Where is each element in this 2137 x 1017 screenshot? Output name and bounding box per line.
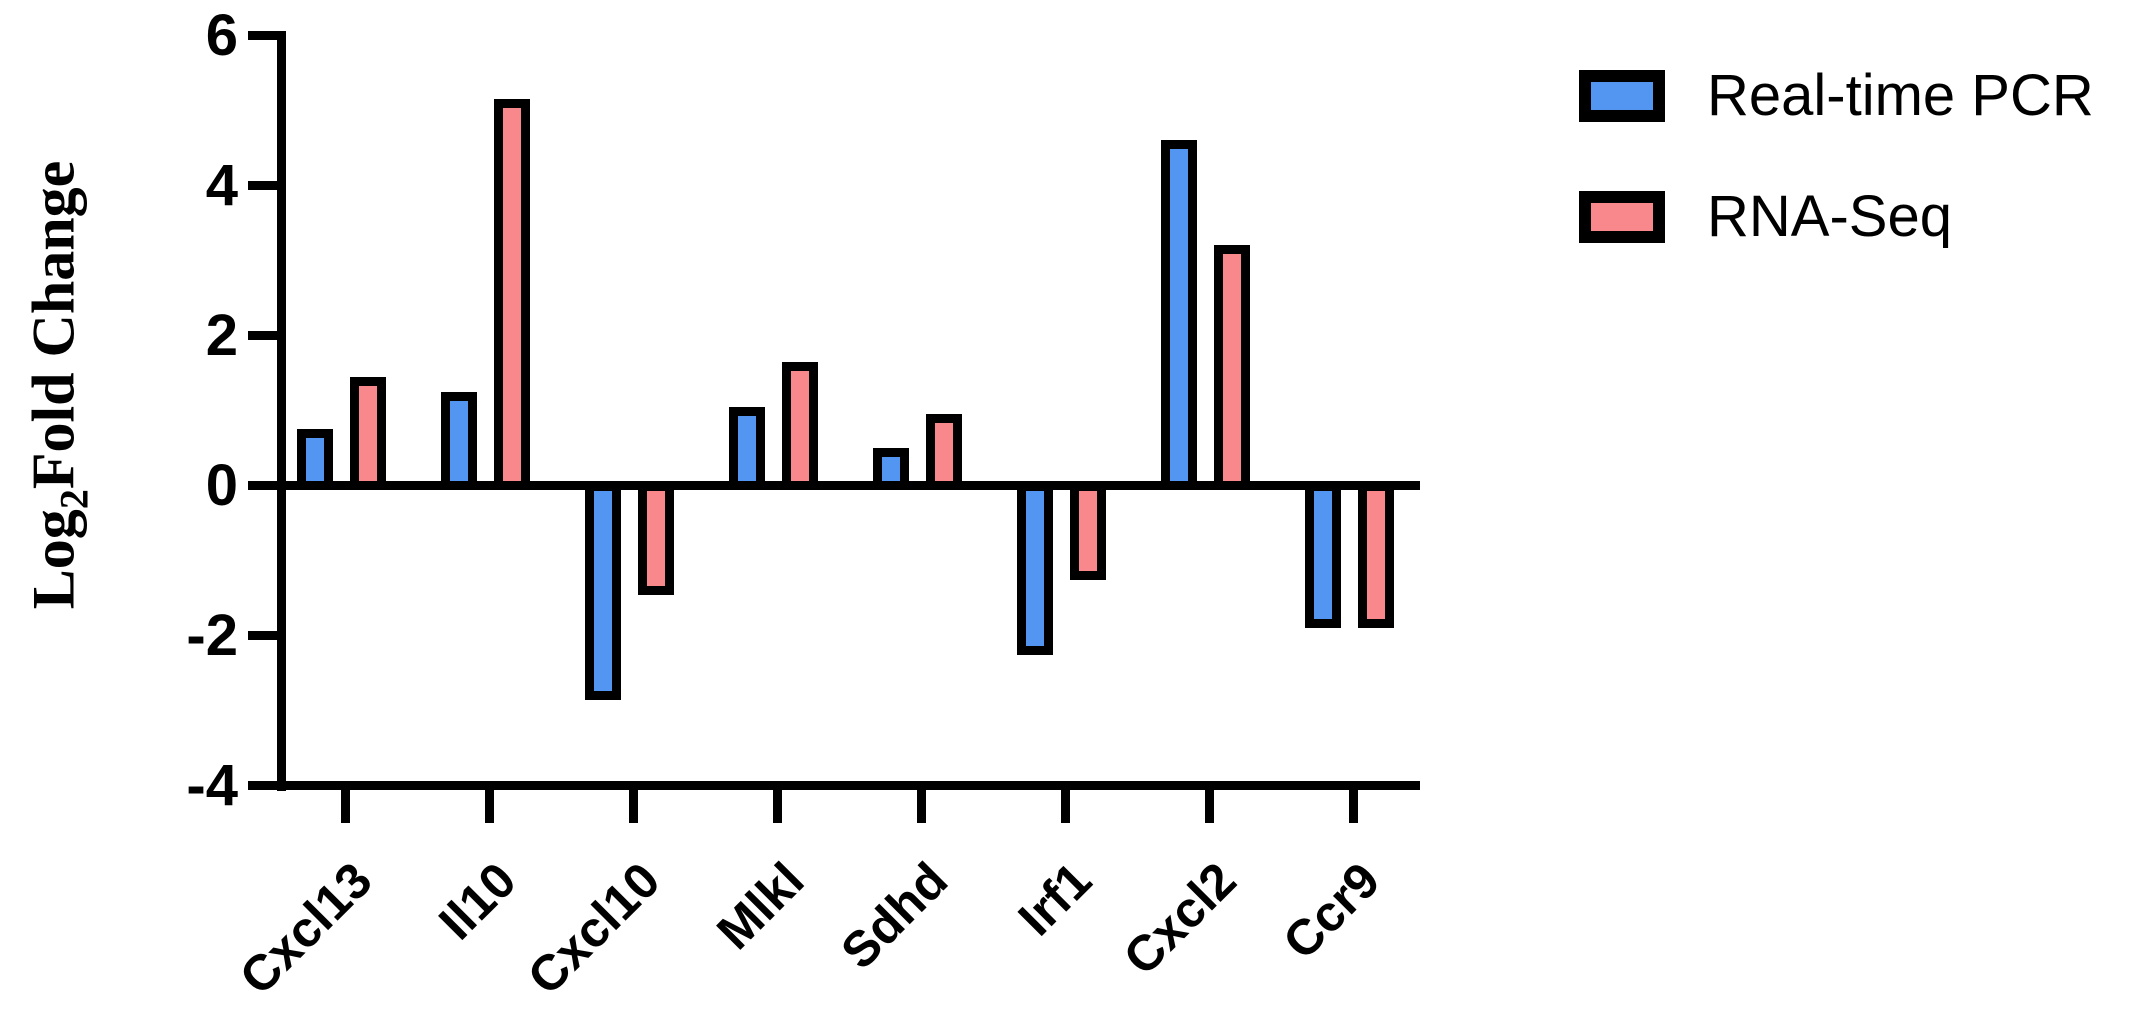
y-tick-mark: [248, 181, 282, 190]
x-axis-line: [277, 781, 1420, 790]
x-tick-mark: [628, 785, 638, 823]
y-tick-label: 4: [205, 152, 238, 218]
y-axis-title-text-rest: Fold Change: [20, 160, 87, 490]
y-axis-line: [277, 31, 286, 791]
legend-swatch-real-time-pcr: [1579, 70, 1665, 122]
x-category-label-mlkl: Mlkl: [705, 851, 815, 961]
bar-real-time-pcr-sdhd: [873, 447, 909, 490]
legend-swatch-rna-seq: [1579, 191, 1665, 243]
bar-rna-seq-irf1: [1070, 481, 1106, 580]
x-category-label-ccr9: Ccr9: [1272, 851, 1391, 970]
y-tick-mark: [248, 31, 282, 40]
x-tick-mark: [1348, 785, 1358, 823]
x-category-label-cxcl2: Cxcl2: [1112, 851, 1247, 986]
bar-real-time-pcr-cxcl2: [1161, 140, 1197, 490]
y-axis-title: Log2Fold Change: [20, 160, 97, 610]
y-tick-mark: [248, 781, 282, 790]
y-tick-mark: [248, 631, 282, 640]
y-tick-label: 0: [205, 452, 238, 518]
x-category-label-cxcl13: Cxcl13: [228, 851, 383, 1006]
legend-label-rna-seq: RNA-Seq: [1707, 184, 1952, 249]
bar-real-time-pcr-cxcl13: [297, 429, 333, 490]
x-tick-mark: [1204, 785, 1214, 823]
x-category-label-il10: Il10: [427, 851, 527, 951]
bar-real-time-pcr-cxcl10: [585, 481, 621, 700]
legend: Real-time PCR RNA-Seq: [1579, 63, 2094, 249]
x-tick-mark: [340, 785, 350, 823]
bar-rna-seq-cxcl2: [1214, 245, 1250, 490]
bar-rna-seq-ccr9: [1358, 481, 1394, 629]
x-category-label-cxcl10: Cxcl10: [516, 851, 671, 1006]
y-axis-title-subscript: 2: [51, 489, 97, 510]
y-tick-label: 6: [205, 2, 238, 68]
bar-real-time-pcr-il10: [441, 391, 477, 490]
x-tick-mark: [772, 785, 782, 823]
legend-item-real-time-pcr: Real-time PCR: [1579, 63, 2094, 128]
bar-rna-seq-mlkl: [782, 361, 818, 490]
x-tick-mark: [916, 785, 926, 823]
x-tick-mark: [484, 785, 494, 823]
y-tick-mark: [248, 481, 282, 490]
bar-rna-seq-cxcl13: [350, 376, 386, 490]
zero-baseline: [277, 481, 1420, 490]
y-tick-label: -4: [186, 752, 238, 818]
legend-label-real-time-pcr: Real-time PCR: [1707, 63, 2094, 128]
bar-real-time-pcr-ccr9: [1305, 481, 1341, 629]
legend-swatch-fill-blue: [1591, 82, 1653, 110]
y-axis-title-text: Log: [20, 509, 87, 610]
y-tick-label: 2: [205, 302, 238, 368]
y-tick-label: -2: [186, 602, 238, 668]
bar-real-time-pcr-mlkl: [729, 406, 765, 490]
bar-rna-seq-il10: [494, 99, 530, 490]
x-tick-mark: [1060, 785, 1070, 823]
x-category-label-irf1: Irf1: [1007, 851, 1103, 947]
bar-rna-seq-sdhd: [926, 414, 962, 490]
bar-real-time-pcr-irf1: [1017, 481, 1053, 655]
legend-swatch-fill-pink: [1591, 203, 1653, 231]
x-category-label-sdhd: Sdhd: [830, 851, 959, 980]
legend-item-rna-seq: RNA-Seq: [1579, 184, 2094, 249]
y-tick-mark: [248, 331, 282, 340]
bar-rna-seq-cxcl10: [638, 481, 674, 595]
